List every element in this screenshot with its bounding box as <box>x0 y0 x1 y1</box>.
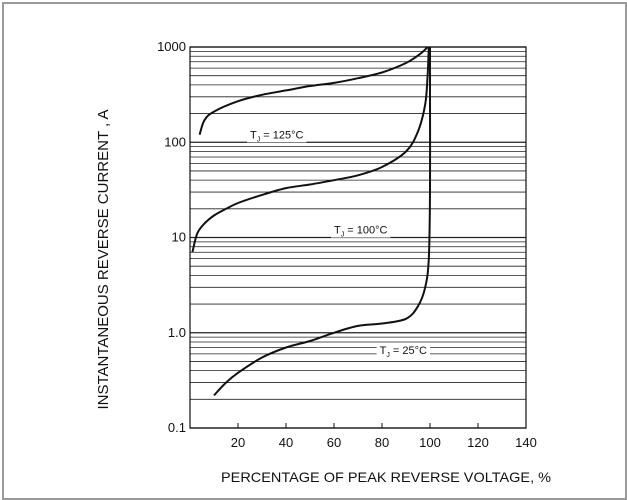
x-axis-title: PERCENTAGE OF PEAK REVERSE VOLTAGE, % <box>221 469 551 485</box>
series <box>191 46 432 397</box>
annotation-value: = 125°C <box>260 129 303 141</box>
grid <box>190 46 526 429</box>
x-tick-label: 140 <box>515 435 537 450</box>
annotation-value: = 25°C <box>390 345 427 357</box>
series-line <box>198 46 429 136</box>
y-tick-label: 100 <box>164 134 186 149</box>
series-annotation: TJ = 100°C <box>334 225 388 239</box>
annotation-value: = 100°C <box>344 225 387 237</box>
annotations: TJ = 125°CTJ = 100°CTJ = 25°C <box>247 127 430 359</box>
y-tick-label: 10 <box>172 230 186 245</box>
axes: 20 40 60 80 100 120 140 0.1 1.0 10 100 1000 <box>157 39 537 450</box>
annotation-subscript: J <box>386 352 390 359</box>
annotation-symbol: T <box>334 225 341 237</box>
x-tick-label: 120 <box>467 435 489 450</box>
annotation-symbol: T <box>380 345 387 357</box>
y-tick-label: 0.1 <box>168 420 186 435</box>
annotation-background <box>331 222 391 238</box>
annotation-background <box>376 342 430 358</box>
y-tick-label: 1000 <box>157 39 186 54</box>
annotation-subscript: J <box>257 136 261 143</box>
plot-border <box>189 46 527 429</box>
y-tick-label: 1.0 <box>168 325 186 340</box>
annotation-subscript: J <box>341 232 345 239</box>
x-tick-label: 80 <box>375 435 389 450</box>
series-annotation: TJ = 125°C <box>250 129 304 143</box>
series-annotation: TJ = 25°C <box>380 345 427 359</box>
annotation-symbol: T <box>250 129 257 141</box>
annotation-background <box>247 127 307 143</box>
x-tick-label: 60 <box>327 435 341 450</box>
y-axis-title: INSTANTANEOUS REVERSE CURRENT , A <box>95 109 112 409</box>
series-line <box>213 47 432 397</box>
series-line <box>191 46 430 253</box>
x-tick-label: 20 <box>231 435 245 450</box>
x-tick-label: 100 <box>419 435 441 450</box>
x-tick-label: 40 <box>279 435 293 450</box>
